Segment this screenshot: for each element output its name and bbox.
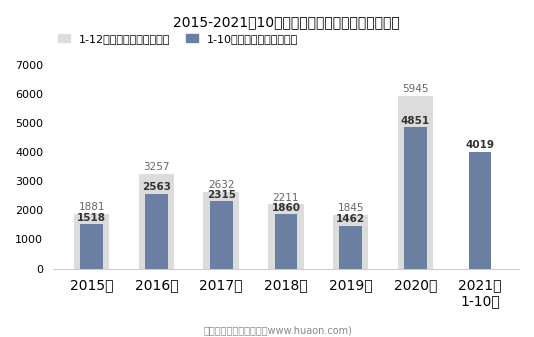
Text: 5945: 5945 [402, 84, 429, 94]
Bar [139, 174, 174, 269]
Bar [210, 201, 232, 269]
Text: 1881: 1881 [78, 202, 105, 212]
Text: 1845: 1845 [337, 203, 364, 213]
Bar [404, 127, 427, 269]
Text: 4019: 4019 [466, 140, 494, 150]
Bar [469, 152, 491, 269]
Text: 1518: 1518 [77, 213, 106, 223]
Text: 1462: 1462 [336, 214, 365, 224]
Text: 2563: 2563 [142, 182, 171, 192]
Bar [333, 215, 368, 269]
Title: 2015-2021年10月大连商品交易所豆一期货成交量: 2015-2021年10月大连商品交易所豆一期货成交量 [172, 15, 399, 29]
Bar [398, 96, 433, 269]
Bar [203, 192, 239, 269]
Text: 2315: 2315 [207, 190, 235, 200]
Bar [274, 214, 297, 269]
Bar [74, 214, 109, 269]
Bar [268, 204, 304, 269]
Bar [80, 224, 103, 269]
Text: 4851: 4851 [401, 116, 430, 126]
Text: 2632: 2632 [208, 180, 234, 190]
Text: 2211: 2211 [273, 193, 299, 203]
Legend: 1-12月期货成交量（万手）, 1-10月期货成交量（万手）: 1-12月期货成交量（万手）, 1-10月期货成交量（万手） [58, 34, 297, 44]
Text: 1860: 1860 [271, 203, 301, 213]
Text: 3257: 3257 [143, 162, 170, 172]
Text: 制图：华经产业研究院（www.huaon.com): 制图：华经产业研究院（www.huaon.com) [203, 325, 352, 335]
Bar [339, 226, 362, 269]
Bar [145, 194, 168, 269]
